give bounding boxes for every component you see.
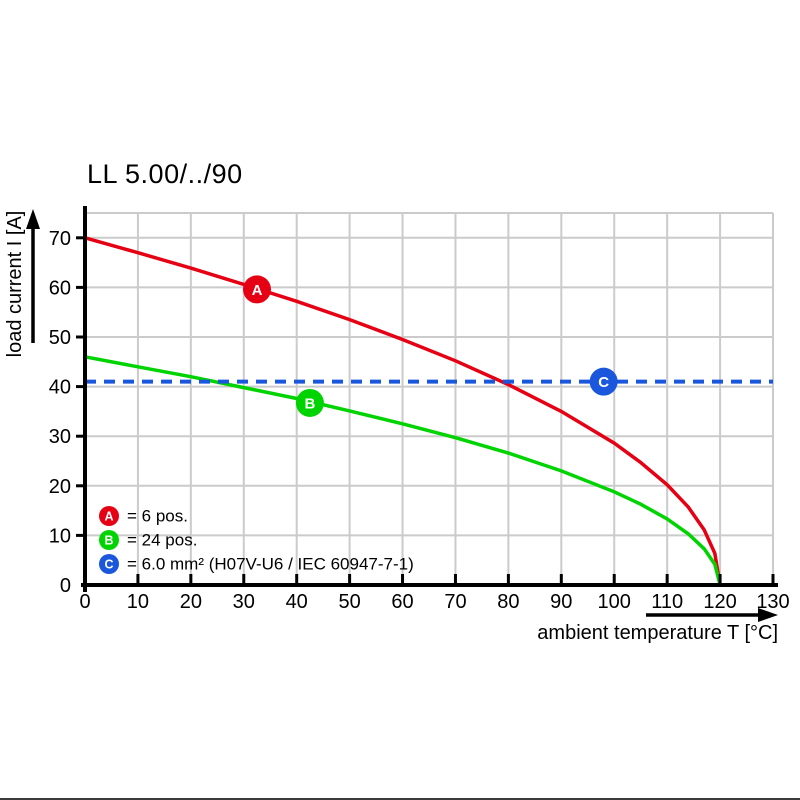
x-tick-label: 20 — [180, 591, 202, 613]
legend-marker-B — [99, 530, 119, 550]
y-axis-label: load current I [A] — [4, 211, 26, 358]
y-tick-label: 0 — [60, 575, 71, 597]
y-tick-label: 10 — [49, 525, 71, 547]
legend-label-B: = 24 pos. — [127, 531, 197, 550]
legend-label-A: = 6 pos. — [127, 507, 188, 526]
bottom-rule — [0, 798, 800, 800]
curve-marker-A — [243, 275, 271, 304]
x-tick-label: 110 — [651, 591, 683, 613]
y-tick-label: 70 — [49, 228, 71, 250]
x-tick-label: 100 — [598, 591, 631, 613]
x-tick-label: 120 — [703, 591, 736, 613]
x-tick-label: 130 — [756, 591, 789, 613]
x-tick-label: 60 — [391, 591, 413, 613]
x-tick-label: 90 — [550, 591, 572, 613]
x-axis-arrow-head — [758, 608, 778, 622]
x-axis-label: ambient temperature T [°C] — [537, 622, 778, 644]
x-tick-label: 80 — [497, 591, 519, 613]
curve-marker-letter-C: C — [598, 374, 609, 391]
legend-marker-A — [99, 506, 119, 526]
legend-marker-C — [99, 554, 119, 574]
legend-marker-letter-B: B — [104, 534, 113, 548]
x-tick-label: 30 — [233, 591, 255, 613]
curve-marker-C — [589, 367, 618, 396]
x-tick-label: 10 — [127, 591, 149, 613]
x-tick-label: 40 — [286, 591, 308, 613]
x-tick-label: 50 — [338, 591, 360, 613]
legend-marker-letter-A: A — [104, 510, 113, 524]
x-tick-label: 70 — [444, 591, 466, 613]
y-tick-label: 60 — [49, 277, 71, 299]
y-tick-label: 30 — [49, 426, 71, 448]
y-tick-label: 40 — [49, 377, 71, 399]
y-axis-arrow-head — [26, 209, 40, 229]
curve-marker-B — [295, 388, 324, 417]
curve-B — [84, 355, 722, 586]
y-tick-label: 20 — [49, 476, 71, 498]
chart-title: LL 5.00/../90 — [87, 159, 243, 189]
curve-A — [84, 236, 722, 586]
x-tick-label: 0 — [79, 591, 90, 613]
legend-label-C: = 6.0 mm² (H07V-U6 / IEC 60947-7-1) — [127, 555, 414, 574]
legend-marker-letter-C: C — [104, 558, 113, 572]
y-tick-label: 50 — [49, 327, 71, 349]
curve-marker-letter-B: B — [305, 395, 316, 412]
curve-marker-letter-A: A — [252, 282, 263, 299]
